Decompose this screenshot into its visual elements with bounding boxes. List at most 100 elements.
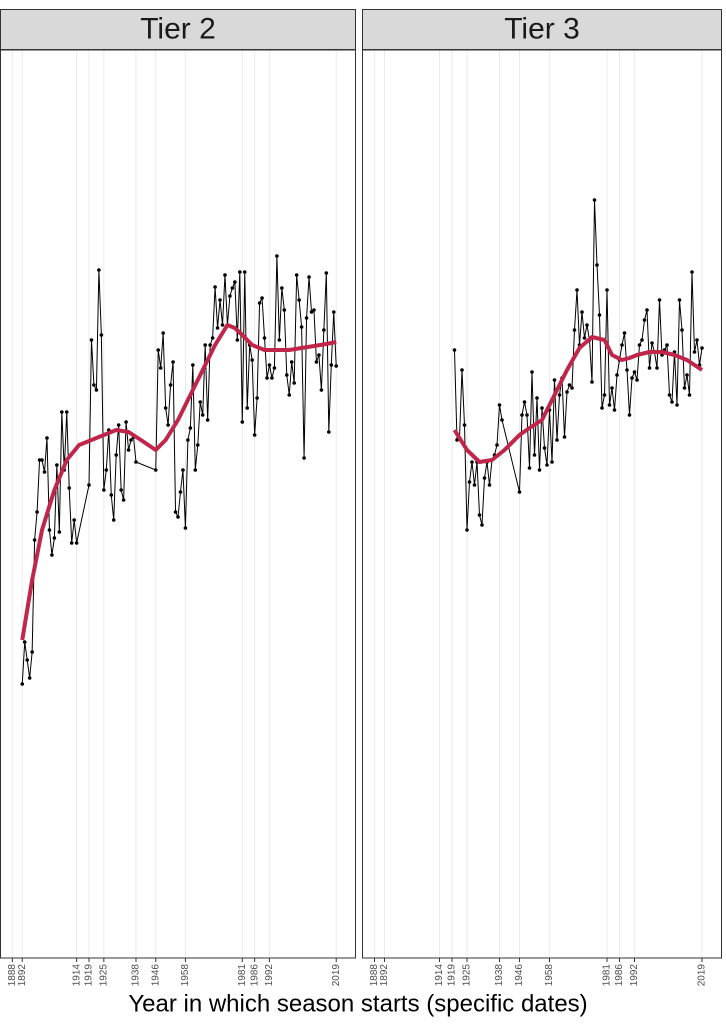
- point: [240, 420, 245, 424]
- x-tick-label: 1986: [614, 964, 625, 987]
- point: [580, 310, 584, 314]
- point: [218, 298, 222, 302]
- point: [210, 336, 215, 340]
- point: [166, 423, 170, 427]
- x-tick-label: 1925: [462, 964, 473, 987]
- point: [69, 541, 74, 545]
- point: [116, 423, 121, 427]
- point: [270, 376, 274, 380]
- point: [287, 393, 292, 397]
- x-tick-label: 2019: [331, 964, 342, 987]
- x-tick-label: 2019: [697, 964, 708, 987]
- point: [99, 333, 104, 337]
- point: [215, 326, 220, 330]
- point: [552, 378, 557, 382]
- point: [537, 468, 542, 472]
- point: [124, 420, 128, 424]
- point: [482, 476, 487, 480]
- point: [257, 301, 262, 305]
- point: [260, 296, 264, 300]
- point: [294, 273, 299, 277]
- point: [22, 640, 27, 644]
- point: [195, 443, 200, 447]
- point: [682, 386, 687, 390]
- point: [250, 358, 254, 362]
- point: [87, 483, 91, 487]
- point: [213, 285, 217, 289]
- point: [597, 313, 602, 317]
- point: [462, 423, 467, 427]
- point: [186, 438, 190, 442]
- point: [625, 368, 629, 372]
- point: [89, 338, 94, 342]
- point: [252, 433, 257, 437]
- point: [650, 341, 654, 345]
- point: [530, 370, 534, 374]
- point: [129, 438, 133, 442]
- point: [255, 396, 259, 400]
- point: [292, 381, 296, 385]
- x-tick-label: 1992: [264, 964, 275, 987]
- point: [327, 430, 331, 434]
- point: [168, 383, 173, 387]
- point: [220, 323, 225, 327]
- point: [37, 458, 42, 462]
- point: [620, 343, 624, 347]
- point: [171, 360, 175, 364]
- x-tick-label: 1892: [17, 964, 28, 987]
- point: [193, 468, 198, 472]
- x-tick-label: 1888: [7, 964, 18, 987]
- point: [572, 328, 577, 332]
- point: [460, 368, 464, 372]
- point: [545, 463, 549, 467]
- x-tick-label: 1919: [447, 964, 458, 987]
- point: [522, 400, 527, 404]
- point: [272, 366, 277, 370]
- point: [322, 328, 326, 332]
- point: [42, 470, 47, 474]
- point: [640, 338, 644, 342]
- x-tick-label: 1981: [602, 964, 613, 987]
- point: [233, 280, 237, 284]
- point: [238, 270, 242, 274]
- point: [60, 410, 64, 414]
- point: [575, 288, 579, 292]
- point: [637, 343, 642, 347]
- point: [102, 488, 106, 492]
- point: [198, 400, 203, 404]
- point: [477, 513, 482, 517]
- point: [555, 438, 559, 442]
- point: [590, 380, 594, 384]
- point: [670, 400, 674, 404]
- point: [517, 490, 522, 494]
- point: [690, 270, 694, 274]
- point: [205, 418, 210, 422]
- point: [565, 390, 569, 394]
- point: [622, 331, 627, 335]
- point: [309, 310, 314, 314]
- point: [176, 515, 180, 519]
- point: [632, 370, 637, 374]
- point: [334, 364, 339, 368]
- point: [302, 456, 306, 460]
- strip-title: Tier 3: [504, 12, 580, 45]
- point: [452, 348, 457, 352]
- point: [692, 350, 697, 354]
- point: [134, 460, 138, 464]
- point: [329, 363, 334, 367]
- point: [289, 360, 294, 364]
- point: [104, 468, 109, 472]
- point: [525, 413, 529, 417]
- point: [284, 373, 289, 377]
- point: [27, 676, 32, 680]
- point: [161, 331, 165, 335]
- point: [480, 523, 484, 527]
- point: [607, 403, 612, 407]
- point: [121, 498, 126, 502]
- x-axis-label: Year in which season starts (specific da…: [128, 990, 587, 1017]
- series-line: [454, 199, 703, 531]
- point: [72, 518, 76, 522]
- point: [685, 373, 689, 377]
